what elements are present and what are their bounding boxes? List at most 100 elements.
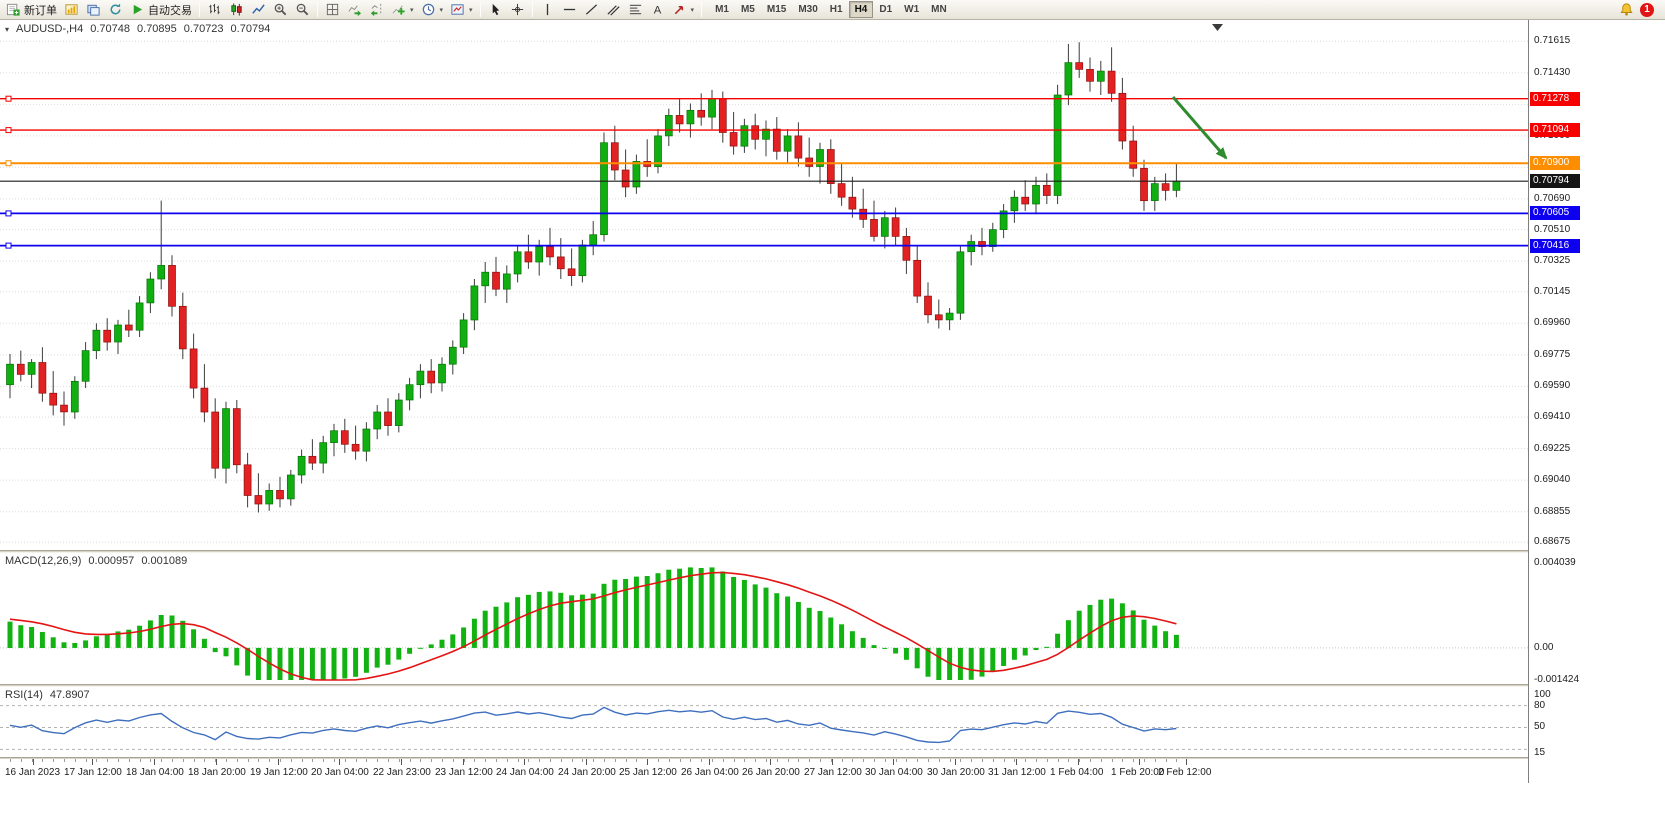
timeframe-m15-button[interactable]: M15 [761,1,792,18]
alerts-button[interactable] [1616,1,1637,19]
rsi-canvas[interactable] [0,687,1528,757]
main-chart-panel[interactable]: ▾ AUDUSD-,H4 0.70748 0.70895 0.70723 0.7… [0,20,1528,550]
time-major-tick [401,759,402,765]
dropdown-arrow-icon: ▾ [469,6,473,14]
macd-panel[interactable]: MACD(12,26,9) 0.000957 0.001089 [0,553,1528,684]
macd-canvas[interactable] [0,553,1528,684]
zoom-out-button[interactable] [292,1,313,19]
trend-arrow[interactable] [1171,96,1228,160]
time-major-tick [216,759,217,765]
horizontal-line-icon [562,2,577,17]
new-order-icon [6,2,21,17]
new-order-button[interactable]: 新订单 [3,1,60,19]
chart-symbol-period: AUDUSD-,H4 [16,23,84,35]
main-chart-canvas[interactable] [0,20,1528,550]
charts-button[interactable] [61,1,82,19]
indicators-button[interactable]: ▾ [388,1,417,19]
fibonacci-icon [628,2,643,17]
chart-shift-button[interactable] [366,1,387,19]
toolbar-separator [479,2,481,17]
time-minor-tick [550,759,551,762]
chart-shift-marker[interactable] [1212,24,1223,31]
chart-menu-icon[interactable]: ▾ [5,24,10,34]
time-axis-label: 2 Feb 12:00 [1158,767,1212,778]
time-minor-tick [377,759,379,762]
autotrading-button[interactable]: 自动交易 [127,1,195,19]
time-minor-tick [830,759,832,762]
timeframe-h1-button[interactable]: H1 [824,1,849,18]
time-minor-tick [247,759,249,762]
time-minor-tick [1133,759,1135,762]
time-major-tick [1078,759,1079,765]
timeframe-m30-button[interactable]: M30 [792,1,823,18]
time-minor-tick [960,759,962,762]
templates-button[interactable]: ▾ [447,1,476,19]
time-minor-tick [841,759,843,762]
fibonacci-button[interactable] [625,1,646,19]
timeframe-w1-button[interactable]: W1 [898,1,925,18]
time-axis-splitter [0,757,1665,759]
candlestick-chart-button[interactable] [226,1,247,19]
notification-badge[interactable]: 1 [1640,2,1654,17]
time-minor-tick [204,759,206,762]
rsi-value: 47.8907 [49,689,90,701]
toolbar: 新订单 自动交易 ▾ ▾ ▾ A ▾ M1 M5 M15 M30 H1 H4 D1 W1 MN 1 [0,0,1665,20]
timeframe-d1-button[interactable]: D1 [873,1,898,18]
macd-signal-line [9,571,1177,681]
indicators-icon [391,2,406,17]
time-axis-label: 23 Jan 12:00 [435,767,493,778]
time-axis-label: 17 Jan 12:00 [64,767,122,778]
time-major-tick [832,759,833,765]
time-minor-tick [906,759,908,762]
crosshair-button[interactable] [507,1,528,19]
vertical-line-button[interactable] [537,1,558,19]
time-major-tick [1139,759,1140,765]
timeframe-h4-button[interactable]: H4 [848,1,874,18]
text-label-button[interactable]: A [647,1,668,19]
auto-scroll-button[interactable] [344,1,365,19]
tile-windows-button[interactable] [322,1,343,19]
timeframe-m5-button[interactable]: M5 [735,1,761,18]
timeframe-m1-button[interactable]: M1 [709,1,735,18]
rsi-panel-splitter[interactable] [0,684,1665,687]
time-minor-tick [776,759,778,762]
price-tick-label: 0.70325 [1534,255,1571,267]
time-minor-tick [517,759,519,762]
channel-button[interactable] [603,1,624,19]
time-minor-tick [1111,759,1113,762]
horizontal-level-lines[interactable] [0,95,1528,249]
cursor-button[interactable] [485,1,506,19]
profiles-button[interactable] [83,1,104,19]
refresh-button[interactable] [105,1,126,19]
time-minor-tick [442,759,443,762]
timeframe-mn-button[interactable]: MN [925,1,953,18]
macd-value: 0.000957 [88,555,135,567]
price-level-badge: 0.71278 [1530,91,1580,106]
arrows-button[interactable]: ▾ [669,1,698,19]
time-minor-tick [863,759,865,762]
time-axis[interactable]: 16 Jan 2023 17 Jan 12:00 18 Jan 04:00 18 Ja… [0,759,1528,783]
line-chart-button[interactable] [248,1,269,19]
time-axis-label: 18 Jan 20:00 [188,767,246,778]
time-minor-tick [668,759,670,762]
time-minor-tick [355,759,357,762]
zoom-in-button[interactable] [270,1,291,19]
time-minor-tick [571,759,573,762]
trendline-button[interactable] [581,1,602,19]
horizontal-line-button[interactable] [559,1,580,19]
rsi-title: RSI(14) 47.8907 [5,689,90,701]
bottom-strip [0,783,1665,833]
price-level-badge: 0.71094 [1530,123,1580,138]
macd-panel-splitter[interactable] [0,550,1665,553]
rsi-panel[interactable]: RSI(14) 47.8907 [0,687,1528,757]
time-axis-label: 16 Jan 2023 [5,767,61,778]
periods-button[interactable]: ▾ [418,1,447,19]
time-minor-tick [917,759,919,762]
time-minor-tick [420,759,422,762]
price-axis[interactable]: 0.716150.714300.712450.710600.708750.706… [1528,20,1665,783]
time-minor-tick [463,759,465,762]
time-minor-tick [128,759,130,762]
auto-scroll-icon [347,2,362,17]
time-minor-tick [74,759,76,762]
bar-chart-button[interactable] [204,1,225,19]
